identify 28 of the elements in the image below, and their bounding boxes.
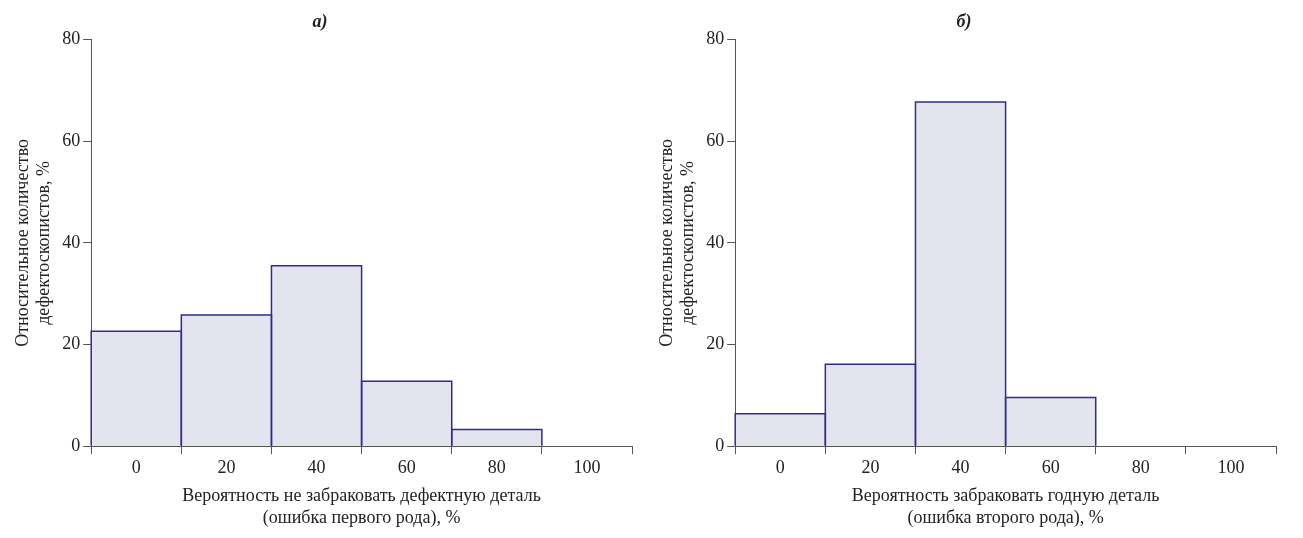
x-tick-label: 0 — [131, 456, 141, 477]
x-tick-label: 80 — [487, 456, 506, 477]
x-tick-label: 60 — [397, 456, 416, 477]
y-axis-title: Относительное количество дефектоскопистов, % — [11, 138, 54, 347]
x-tick-label: 100 — [1217, 456, 1245, 477]
y-tick-label: 40 — [706, 231, 725, 252]
x-tick-label: 0 — [775, 456, 785, 477]
y-tick-label: 40 — [62, 231, 81, 252]
y-tick-label: 0 — [71, 434, 81, 455]
x-tick-label: 20 — [861, 456, 880, 477]
y-axis-title: Относительное количество дефектоскопистов, % — [655, 138, 698, 347]
chart-title: б) — [956, 11, 972, 33]
y-tick-label: 20 — [62, 333, 81, 354]
x-tick-label: 20 — [217, 456, 236, 477]
x-tick-label: 60 — [1041, 456, 1060, 477]
x-axis-title: Вероятность не забраковать дефектную деталь (ошибка первого рода), % — [182, 485, 541, 528]
x-tick-label: 40 — [951, 456, 970, 477]
x-tick-label: 80 — [1131, 456, 1150, 477]
y-tick-label: 80 — [62, 28, 81, 49]
x-tick-label: 100 — [573, 456, 601, 477]
y-tick-label: 80 — [706, 28, 725, 49]
y-tick-label: 60 — [706, 129, 725, 150]
chart-title: а) — [312, 11, 328, 33]
y-tick-label: 20 — [706, 333, 725, 354]
y-tick-label: 60 — [62, 129, 81, 150]
x-axis-title: Вероятность забраковать годную деталь (ошибка второго рода), % — [851, 485, 1160, 528]
y-tick-label: 0 — [715, 434, 725, 455]
x-tick-label: 40 — [307, 456, 326, 477]
